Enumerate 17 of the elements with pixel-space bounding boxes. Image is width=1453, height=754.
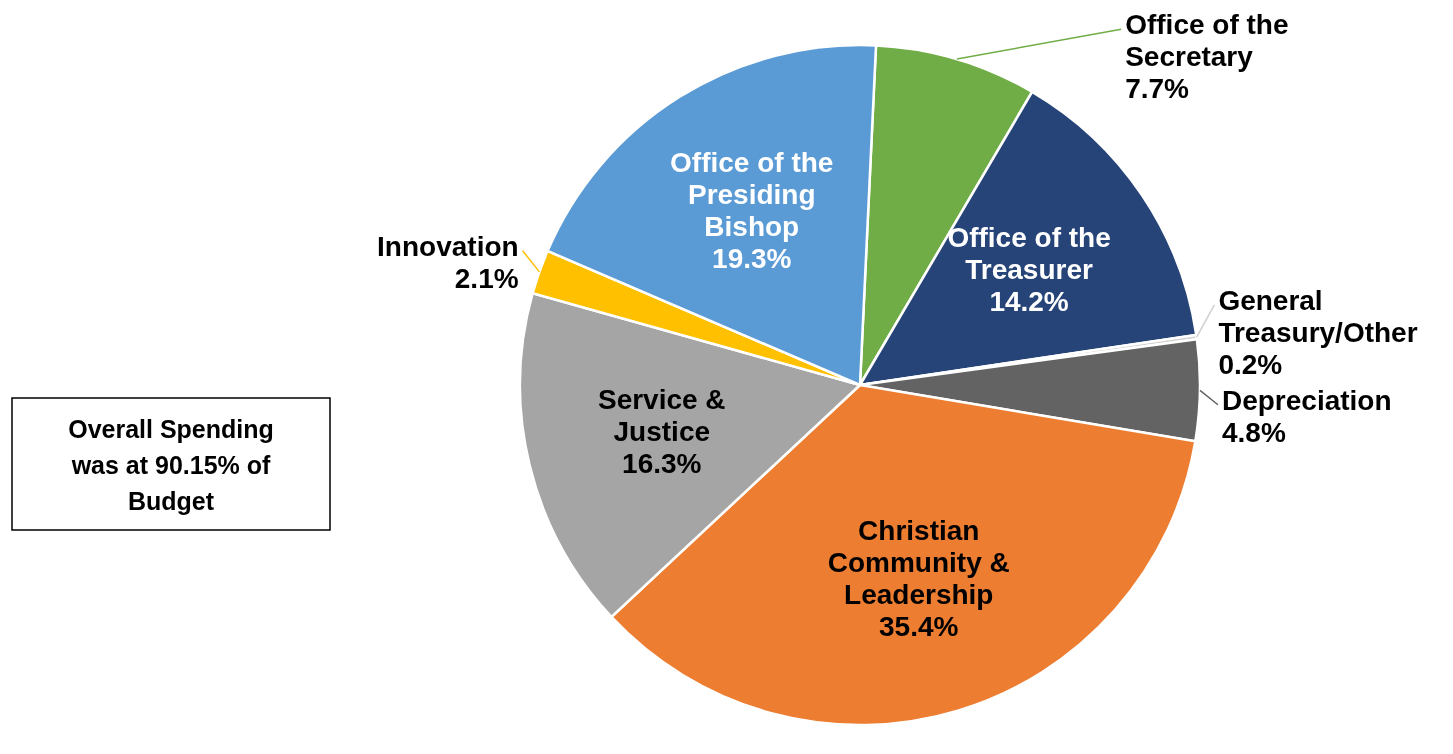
data-label: 4.8% [1221, 416, 1286, 448]
slice-label: Office of the Presiding Bishop [670, 147, 834, 243]
slice-label: Service & Justice [597, 384, 726, 448]
data-label: 16.3% [622, 448, 702, 480]
slice-label: Office of the Treasurer [947, 221, 1111, 285]
slice-label: Christian Community & Leadership [827, 515, 1010, 611]
data-label: 2.1% [454, 262, 519, 294]
data-label: 7.7% [1125, 73, 1190, 104]
slice-label: General Treasury/Other [1218, 284, 1418, 348]
slice-label: Office of the Secretary [1125, 9, 1289, 72]
data-label: 0.2% [1218, 348, 1283, 380]
text: Overall Spending was at 90.15% of Budget [68, 415, 274, 515]
data-label: 35.4% [879, 611, 959, 643]
slice-label: Depreciation [1221, 384, 1392, 416]
data-label: 14.2% [989, 285, 1069, 317]
slice-label: Innovation [377, 230, 519, 262]
data-label: 19.3% [712, 243, 792, 275]
